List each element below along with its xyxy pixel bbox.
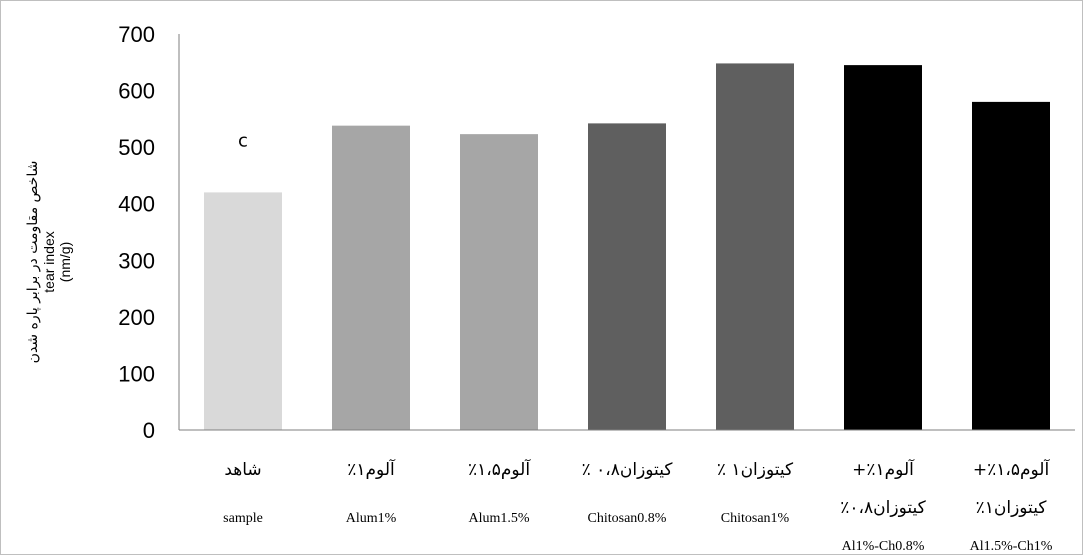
y-axis-title-unit: (nm/g) — [57, 242, 73, 282]
bar-data-label: c — [238, 130, 248, 151]
y-tick-label: 200 — [118, 305, 155, 330]
bar — [844, 65, 922, 430]
x-tick-label-english: Al1%-Ch0.8% — [842, 539, 925, 554]
x-tick-label-english: Alum1% — [346, 511, 397, 526]
bar — [332, 125, 410, 430]
bar — [460, 134, 538, 431]
x-tick-label-persian: کیتوزان۰،۸ ٪ — [582, 460, 674, 480]
x-tick-label-persian: کیتوزان۱ ٪ — [717, 460, 794, 480]
y-tick-label: 0 — [143, 418, 155, 443]
x-tick-label-persian: آلوم۱،۵٪+ — [973, 458, 1051, 480]
y-axis-title-english: tear index — [41, 231, 57, 292]
y-axis-title-persian: شاخص مقاومت در برابر پاره شدن — [25, 161, 41, 364]
x-tick-label-persian: آلوم۱،۵٪ — [468, 458, 531, 480]
y-tick-label: 500 — [118, 135, 155, 160]
y-tick-label: 600 — [118, 79, 155, 104]
x-tick-label-english: Chitosan1% — [721, 511, 790, 526]
x-category-labels: شاهد sample آلوم۱٪ Alum1% آلوم۱،۵٪ Alum1.5% کی… — [223, 458, 1053, 554]
data-labels: c — [238, 130, 248, 151]
x-tick-label-persian: کیتوزان۰،۸٪ — [840, 498, 926, 518]
bar — [972, 101, 1050, 430]
y-tick-label: 700 — [118, 22, 155, 47]
x-tick-label-english: sample — [223, 511, 263, 526]
y-tick-labels: 0 100 200 300 400 500 600 700 — [118, 22, 155, 443]
y-tick-label: 100 — [118, 361, 155, 386]
bar — [588, 123, 666, 430]
y-tick-label: 400 — [118, 192, 155, 217]
bar — [716, 63, 794, 430]
x-tick-label-english: Alum1.5% — [468, 511, 529, 526]
x-tick-label-english: Al1.5%-Ch1% — [970, 539, 1053, 554]
x-tick-label-persian: آلوم۱٪ — [347, 458, 396, 480]
bar — [204, 192, 282, 430]
x-tick-label-persian: آلوم۱٪+ — [852, 458, 915, 480]
x-tick-label-english: Chitosan0.8% — [588, 511, 667, 526]
x-tick-label-persian: شاهد — [224, 460, 261, 480]
y-axis-title: شاخص مقاومت در برابر پاره شدن tear index… — [25, 161, 73, 364]
x-tick-label-persian: کیتوزان۱٪ — [976, 498, 1048, 518]
y-tick-label: 300 — [118, 248, 155, 273]
bar-series — [204, 63, 1050, 431]
